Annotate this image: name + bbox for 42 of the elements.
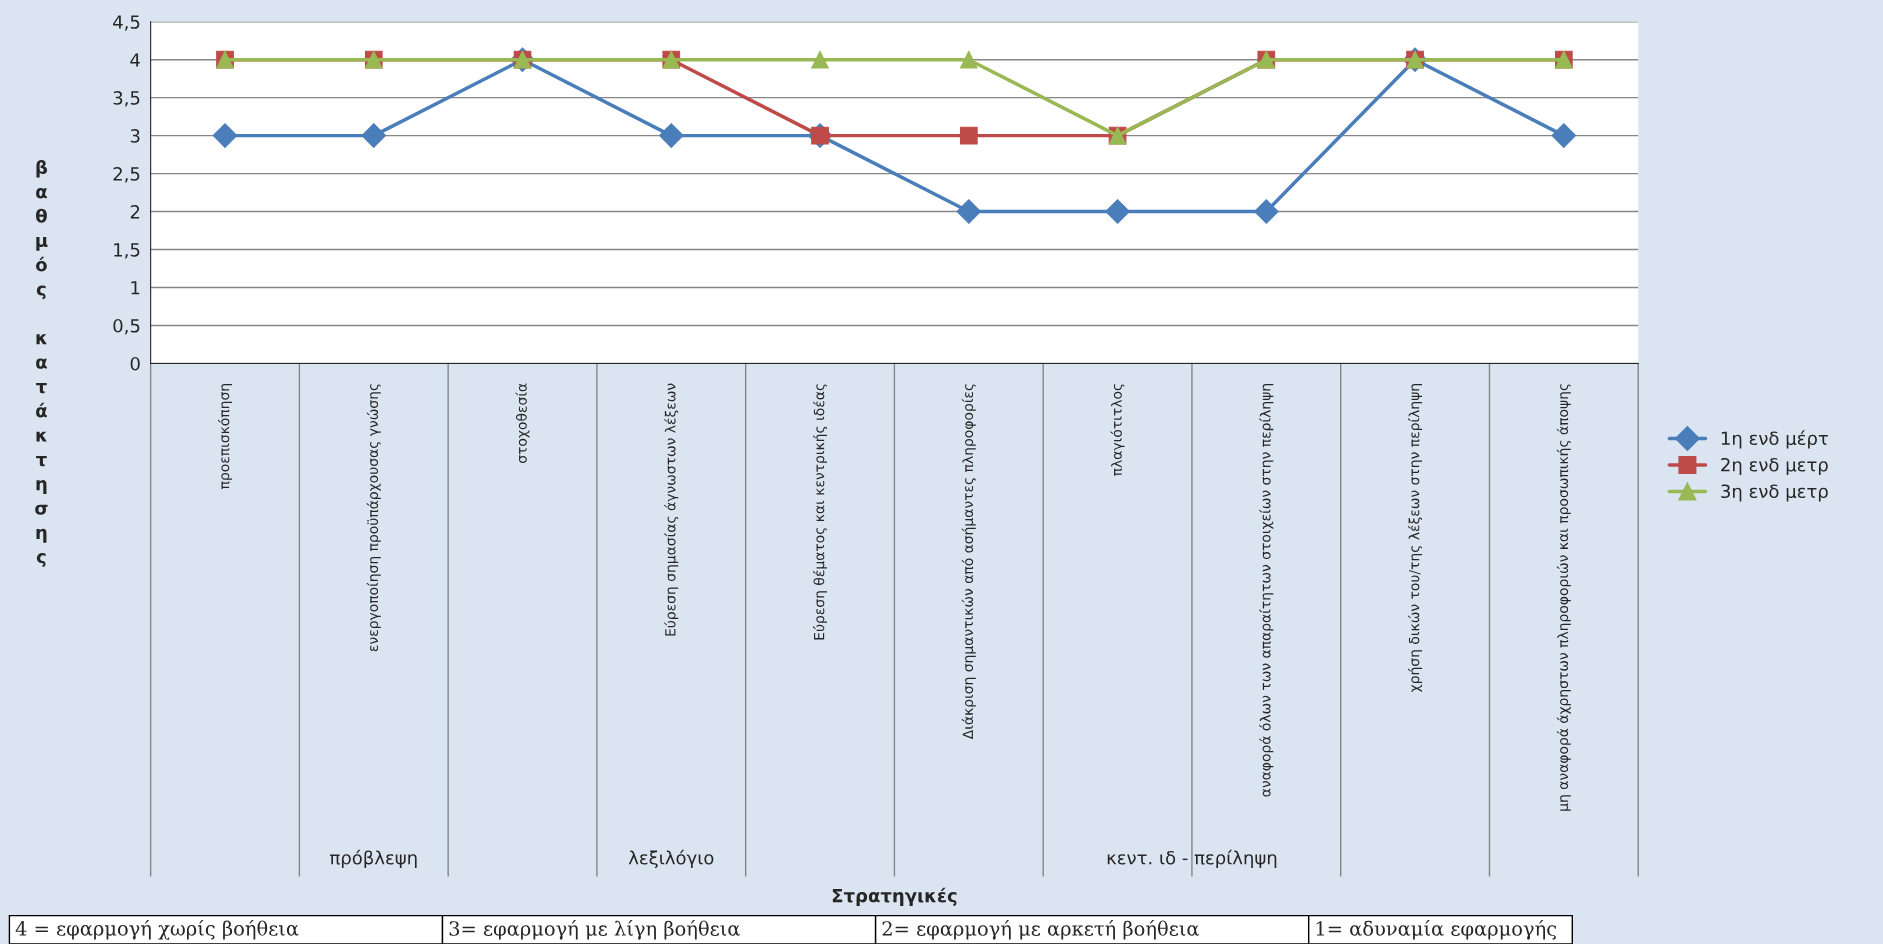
point [1105,199,1130,224]
point [811,50,829,69]
point [959,50,978,69]
x-tick-label: Διάκριση σημαντικών από ασήμαντες πληροφορίες [961,384,976,740]
point [212,123,238,148]
point [361,123,387,148]
point [658,123,684,148]
text: βαθμός κατάκτησης [35,159,48,567]
point [1254,199,1279,224]
text: 4 = εφαρμογή χωρίς βοήθεια [15,919,299,940]
y-tick-label: 2,5 [113,167,140,183]
x-tick-label: χρήση δικών του/της λέξεων στην περίληψη [1408,384,1423,692]
y-tick-label: 1 [131,281,140,295]
x-tick-label: Εύρεση θέματος και κεντρικής ιδέας [813,384,828,640]
legend-label: 2η ενδ μετρ [1721,457,1828,476]
x-tick-label: προεπισκόπηση [218,384,233,489]
x-tick-label: αναφορά όλων των απαραίτητων στοιχείων στην περίληψη [1259,384,1274,797]
x-tick-label: στοχοθεσία [515,383,530,463]
text: 3= εφαρμογή με λίγη βοήθεια [449,920,740,940]
legend-label: 3η ενδ μετρ [1721,484,1828,502]
y-tick-label: 2 [130,205,140,219]
x-tick-label: ενεργοποίηση προϋπάρχουσας γνώσης [366,384,381,652]
legend-label: 1η ενδ μέρτ [1721,430,1828,449]
text: κεντ. ιδ - περίληψη [1107,849,1277,869]
text: 1= αδυναμία εφαρμογής [1316,920,1556,940]
x-axis-title: Στρατηγικές [832,887,957,906]
x-tick-label: πλαγιότιτλος [1110,384,1125,476]
y-tick-label: 4,5 [113,15,140,31]
text: 2= εφαρμογή με αρκετή βοήθεια [882,920,1200,940]
x-tick-label: μη αναφορά άχρηστων πληροφοριών και προσωπικής άποψης [1556,384,1571,811]
y-tick-label: 1,5 [114,243,140,259]
point [1551,123,1577,148]
y-tick-label: 4 [130,53,140,67]
text: πρόβλεψη [330,849,417,869]
point [956,199,982,224]
x-tick-label: Εύρεση σημασίας άγνωστων λέξεων [664,383,679,636]
y-tick-label: 3 [130,129,140,143]
point [959,126,978,145]
y-tick-label: 0,5 [113,318,140,335]
text: λεξιλόγιο [628,849,714,869]
y-tick-label: 0 [130,356,140,371]
y-tick-label: 3,5 [113,91,140,107]
